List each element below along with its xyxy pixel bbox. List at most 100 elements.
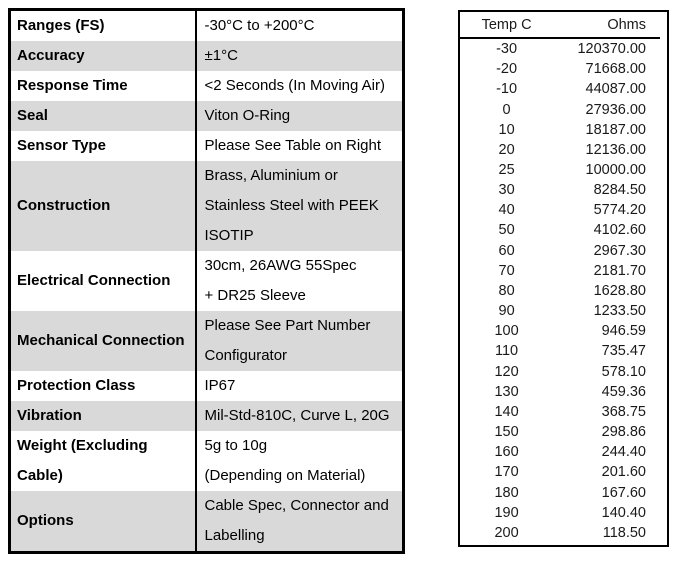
spec-label: Options: [17, 512, 74, 529]
resistance-table-body: -30 120370.00 -20 71668.00 -10 44087.00 0 27936…: [460, 39, 667, 545]
temp-cell: -10: [496, 81, 518, 98]
temp-column-header: Temp C: [481, 16, 532, 33]
temp-cell: -30: [496, 41, 518, 58]
resistance-row: -20 71668.00: [460, 59, 667, 79]
spec-value: 30cm, 26AWG 55Spec + DR25 Sleeve: [194, 251, 404, 311]
spec-label: Seal: [17, 107, 48, 124]
ohms-cell: 8284.50: [593, 182, 646, 199]
resistance-table: Temp C Ohms -30 120370.00 -20 71668.00 -10 44…: [458, 10, 669, 547]
resistance-row: 30 8284.50: [460, 180, 667, 200]
resistance-row: -30 120370.00: [460, 39, 667, 59]
spec-row: Response Time <2 Seconds (In Moving Air): [10, 71, 404, 101]
resistance-row: 50 4102.60: [460, 220, 667, 240]
spec-row: Ranges (FS) -30°C to +200°C: [10, 9, 404, 41]
temp-cell: 120: [494, 363, 519, 380]
resistance-row: 90 1233.50: [460, 301, 667, 321]
spec-table-body: Ranges (FS) -30°C to +200°C Accuracy ±1°C Re…: [9, 9, 404, 553]
temp-cell: 80: [498, 282, 515, 299]
ohms-cell: 735.47: [601, 343, 646, 360]
temp-cell: 0: [502, 101, 511, 118]
ohms-cell: 10000.00: [585, 162, 646, 179]
temp-cell: 170: [494, 464, 519, 481]
resistance-row: 100 946.59: [460, 321, 667, 341]
ohms-cell: 298.86: [601, 424, 646, 441]
resistance-row: 0 27936.00: [460, 99, 667, 119]
spec-row: Options Cable Spec, Connector and Labelli…: [9, 491, 404, 553]
temp-cell: 10: [498, 121, 515, 138]
ohms-cell: 44087.00: [585, 81, 646, 98]
ohms-cell: 244.40: [601, 444, 646, 461]
resistance-row: 180 167.60: [460, 482, 667, 502]
ohms-cell: 5774.20: [593, 202, 646, 219]
resistance-row: 140 368.75: [460, 402, 667, 422]
ohms-cell: 2967.30: [593, 242, 646, 259]
temp-cell: 190: [494, 504, 519, 521]
resistance-row: 20 12136.00: [460, 140, 667, 160]
ohms-column-header: Ohms: [607, 16, 646, 33]
resistance-row: 70 2181.70: [460, 261, 667, 281]
temp-cell: 50: [498, 222, 515, 239]
temp-cell: 40: [498, 202, 515, 219]
spec-value: -30°C to +200°C: [194, 9, 404, 41]
spec-row: Accuracy ±1°C: [9, 41, 404, 71]
temp-cell: 30: [498, 182, 515, 199]
resistance-row: 10 18187.00: [460, 120, 667, 140]
spec-row: Weight (Excluding Cable) 5g to 10g (Depen…: [10, 431, 404, 491]
resistance-row: 80 1628.80: [460, 281, 667, 301]
resistance-row: 110 735.47: [460, 341, 667, 361]
spec-label: Vibration: [17, 407, 82, 424]
ohms-cell: 71668.00: [585, 61, 646, 78]
resistance-row: 130 459.36: [460, 382, 667, 402]
ohms-cell: 27936.00: [585, 101, 646, 118]
spec-label: Construction: [17, 197, 111, 214]
resistance-row: 200 118.50: [460, 523, 667, 543]
temp-cell: 20: [498, 141, 515, 158]
spec-label: Sensor Type: [17, 137, 106, 154]
temp-cell: 140: [494, 403, 519, 420]
spec-value: Cable Spec, Connector and Labelling: [194, 491, 404, 553]
spec-value: ±1°C: [194, 41, 404, 71]
ohms-cell: 946.59: [601, 323, 646, 340]
ohms-cell: 201.60: [601, 464, 646, 481]
spec-label: Electrical Connection: [17, 272, 171, 289]
ohms-cell: 2181.70: [593, 262, 646, 279]
spec-row: Protection Class IP67: [10, 371, 404, 401]
spec-row: Seal Viton O-Ring: [9, 101, 404, 131]
ohms-cell: 4102.60: [593, 222, 646, 239]
temp-cell: 90: [498, 303, 515, 320]
ohms-cell: 1233.50: [593, 303, 646, 320]
resistance-row: 160 244.40: [460, 442, 667, 462]
ohms-cell: 578.10: [601, 363, 646, 380]
spec-label: Mechanical Connection: [17, 332, 185, 349]
spec-value: <2 Seconds (In Moving Air): [194, 71, 404, 101]
temp-cell: 200: [494, 524, 519, 541]
ohms-cell: 1628.80: [593, 282, 646, 299]
resistance-row: 120 578.10: [460, 362, 667, 382]
ohms-cell: 140.40: [601, 504, 646, 521]
spec-value: Please See Table on Right: [194, 131, 404, 161]
resistance-row: 190 140.40: [460, 503, 667, 523]
resistance-row: 25 10000.00: [460, 160, 667, 180]
spec-row: Sensor Type Please See Table on Right: [10, 131, 404, 161]
ohms-cell: 167.60: [601, 484, 646, 501]
header-underline: [460, 37, 660, 39]
temp-cell: 25: [498, 162, 515, 179]
temp-cell: 100: [494, 323, 519, 340]
temp-cell: 150: [494, 424, 519, 441]
temp-cell: 110: [495, 343, 519, 360]
ohms-cell: 368.75: [601, 403, 646, 420]
spec-row: Electrical Connection 30cm, 26AWG 55Spec …: [10, 251, 404, 311]
resistance-row: -10 44087.00: [460, 79, 667, 99]
ohms-cell: 459.36: [601, 383, 646, 400]
temp-cell: 70: [498, 262, 515, 279]
spec-value: Brass, Aluminium or Stainless Steel with…: [194, 161, 404, 251]
spec-value: Mil-Std-810C, Curve L, 20G: [194, 401, 404, 431]
spec-label: Ranges (FS): [17, 17, 105, 34]
spec-value: Please See Part Number Configurator: [194, 311, 404, 371]
resistance-row: 60 2967.30: [460, 241, 667, 261]
spec-table: Ranges (FS) -30°C to +200°C Accuracy ±1°C Re…: [8, 8, 405, 554]
temp-cell: 60: [498, 242, 515, 259]
spec-value: IP67: [194, 371, 404, 401]
ohms-cell: 120370.00: [577, 41, 646, 58]
